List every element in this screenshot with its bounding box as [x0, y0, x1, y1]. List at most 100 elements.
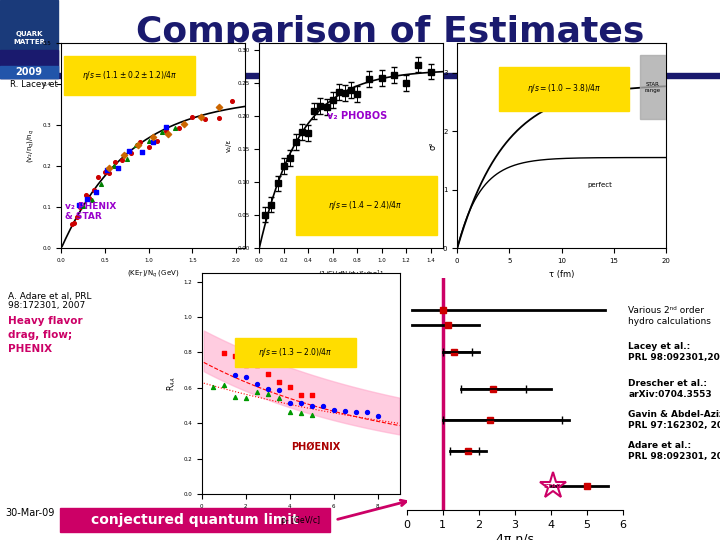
- Point: [130, 141, 141, 150]
- Point: [101, 165, 112, 174]
- Point: [66, 220, 78, 228]
- Point: [169, 123, 181, 132]
- Y-axis label: (v₂/n$_q$)/n$_q$: (v₂/n$_q$)/n$_q$: [26, 129, 37, 163]
- Text: Various 2ⁿᵈ order
hydro calculations: Various 2ⁿᵈ order hydro calculations: [628, 306, 711, 326]
- Point: [136, 148, 148, 157]
- Point: [75, 203, 86, 212]
- Bar: [0, 0, 58, 78]
- Text: $\eta/s = (1.4-2.4)/4\pi$: $\eta/s = (1.4-2.4)/4\pi$: [328, 199, 403, 212]
- Text: $\eta/s = (1.3-2.0)/4\pi$: $\eta/s = (1.3-2.0)/4\pi$: [258, 346, 333, 359]
- Point: [273, 386, 284, 394]
- Point: [262, 385, 274, 394]
- Point: [328, 406, 339, 414]
- Point: [251, 387, 262, 396]
- Text: QUARK
MATTER: QUARK MATTER: [13, 31, 45, 45]
- Bar: [0, 0, 720, 72]
- Point: [218, 348, 230, 357]
- Text: v₂ PHENIX
& STAR: v₂ PHENIX & STAR: [65, 202, 116, 221]
- X-axis label: (1/S)(dN/dy)[μb$^{-1}$]: (1/S)(dN/dy)[μb$^{-1}$]: [318, 269, 384, 281]
- Point: [218, 381, 230, 390]
- Point: [229, 371, 240, 380]
- Point: [118, 151, 130, 160]
- Point: [124, 146, 135, 155]
- Point: [178, 120, 189, 129]
- Text: conjectured quantum limit: conjectured quantum limit: [91, 513, 299, 527]
- Bar: [60, 508, 330, 532]
- Text: v₂ PHOBOS: v₂ PHOBOS: [327, 111, 387, 121]
- Point: [306, 402, 318, 411]
- Point: [251, 361, 262, 369]
- Text: STAR
range: STAR range: [645, 82, 661, 92]
- X-axis label: (KE$_T$)/N$_q$ (GeV): (KE$_T$)/N$_q$ (GeV): [127, 269, 179, 280]
- X-axis label: 4π η/s: 4π η/s: [496, 533, 534, 540]
- Point: [273, 394, 284, 402]
- Text: H.-J. Drescher et al.: arXiv:0704.3553: H.-J. Drescher et al.: arXiv:0704.3553: [258, 80, 418, 89]
- Text: R. Lacey et al.: PRL 98:092301, 2007: R. Lacey et al.: PRL 98:092301, 2007: [10, 80, 169, 89]
- Bar: [235, 338, 356, 367]
- Text: $\eta/s = (1.1\pm0.2\pm1.2)/4\pi$: $\eta/s = (1.1\pm0.2\pm1.2)/4\pi$: [82, 69, 177, 82]
- Point: [317, 402, 328, 410]
- Point: [174, 124, 185, 132]
- X-axis label: p$_T$ [GeV/c]: p$_T$ [GeV/c]: [280, 515, 321, 528]
- Bar: [0, 50, 58, 78]
- Point: [226, 97, 238, 106]
- Point: [186, 112, 198, 121]
- Text: A. Adare et al, PRL: A. Adare et al, PRL: [8, 292, 91, 301]
- Point: [143, 143, 154, 152]
- Point: [92, 172, 104, 181]
- Text: T: T: [495, 96, 500, 102]
- Point: [99, 168, 111, 177]
- Text: Drescher et al.:
arXiv:0704.3553: Drescher et al.: arXiv:0704.3553: [628, 379, 712, 400]
- Point: [262, 390, 274, 399]
- Point: [134, 138, 145, 147]
- Point: [207, 382, 218, 391]
- Text: STAR: STAR: [544, 484, 562, 489]
- Point: [240, 393, 251, 402]
- Point: [213, 114, 225, 123]
- Point: [104, 169, 115, 178]
- Point: [108, 161, 120, 170]
- Text: fluctuations STAR: fluctuations STAR: [499, 98, 603, 108]
- Point: [161, 127, 172, 136]
- Point: [213, 103, 225, 111]
- Bar: [0, 66, 58, 78]
- Point: [95, 179, 107, 188]
- Point: [89, 186, 100, 195]
- Text: 98:172301, 2007: 98:172301, 2007: [8, 301, 85, 310]
- Point: [81, 195, 93, 204]
- Text: Gavin & Abdel-Aziz:
PRL 97:162302, 2006: Gavin & Abdel-Aziz: PRL 97:162302, 2006: [628, 410, 720, 430]
- Point: [240, 361, 251, 369]
- Point: [262, 370, 274, 379]
- Text: PRL 97:162302, 2006: PRL 97:162302, 2006: [488, 89, 581, 98]
- Point: [104, 164, 115, 172]
- Point: [125, 148, 137, 157]
- Point: [372, 411, 383, 420]
- Text: Heavy flavor
drag, flow;
PHENIX: Heavy flavor drag, flow; PHENIX: [8, 316, 83, 354]
- Text: viscous: viscous: [588, 85, 613, 91]
- Point: [147, 132, 158, 141]
- Point: [80, 190, 91, 199]
- Point: [251, 379, 262, 388]
- Point: [86, 195, 98, 204]
- Y-axis label: σ²: σ²: [428, 141, 438, 150]
- Point: [229, 393, 240, 401]
- Text: Comparison of Estimates: Comparison of Estimates: [136, 15, 644, 49]
- Text: Adare et al.:
PRL 98:092301, 2007: Adare et al.: PRL 98:092301, 2007: [628, 441, 720, 461]
- Point: [121, 155, 132, 164]
- Point: [161, 123, 172, 132]
- Point: [350, 407, 361, 416]
- Point: [339, 407, 351, 416]
- Text: 30-Mar-09: 30-Mar-09: [5, 508, 55, 518]
- Point: [109, 157, 121, 166]
- Point: [147, 138, 158, 146]
- Bar: [64, 56, 195, 94]
- Point: [295, 399, 307, 408]
- Point: [295, 390, 307, 399]
- Point: [240, 373, 251, 381]
- Text: p: p: [488, 98, 495, 108]
- Bar: [640, 55, 666, 119]
- Text: PHØENIX: PHØENIX: [292, 442, 341, 452]
- Y-axis label: v₂/ε: v₂/ε: [225, 139, 232, 152]
- Text: Lacey et al.:
PRL 98:092301,2007: Lacey et al.: PRL 98:092301,2007: [628, 342, 720, 362]
- Point: [284, 383, 295, 391]
